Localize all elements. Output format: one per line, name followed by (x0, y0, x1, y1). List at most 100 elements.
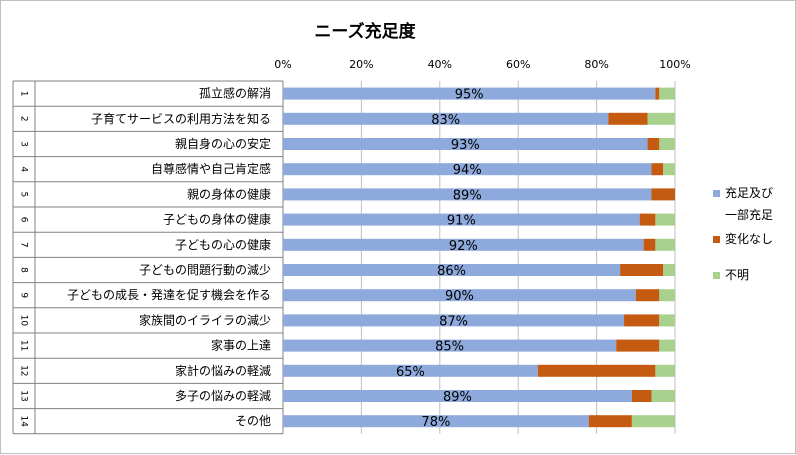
category-label: 家族間のイライラの減少 (139, 312, 271, 327)
bar-segment-series-1 (283, 339, 617, 352)
x-tick-label: 40% (428, 58, 452, 71)
bar-segment-series-2 (635, 289, 660, 302)
data-label: 92% (449, 239, 478, 254)
bar-segment-series-1 (283, 264, 621, 276)
legend-entry: 充足及び (725, 185, 773, 200)
bar-segment-series-3 (659, 289, 675, 302)
row-number: 6 (19, 217, 29, 223)
data-label: 86% (437, 264, 466, 279)
bar-segment-series-2 (643, 238, 656, 251)
category-label: 多子の悩みの軽減 (175, 388, 271, 403)
bar-segment-series-3 (651, 390, 675, 402)
bars-layer (283, 87, 675, 428)
row-number: 5 (19, 192, 29, 198)
bar-segment-series-2 (537, 364, 656, 377)
row-number: 3 (19, 141, 29, 147)
bar-segment-series-1 (283, 390, 632, 402)
row-number: 12 (19, 365, 29, 376)
bar-segment-series-2 (631, 390, 652, 402)
bar-segment-series-3 (663, 264, 675, 276)
data-label: 95% (455, 88, 484, 103)
bar-segment-series-2 (620, 264, 664, 276)
x-axis-ticks: 0% 20% 40% 60% 80% 100% (274, 58, 690, 71)
data-label: 89% (453, 188, 482, 203)
row-number: 1 (19, 91, 29, 97)
category-label: 子どもの問題行動の減少 (139, 262, 271, 277)
x-tick-label: 60% (506, 58, 530, 71)
data-label: 91% (447, 214, 476, 229)
bar-segment-series-1 (283, 188, 652, 201)
category-label: 家計の悩みの軽減 (175, 363, 271, 378)
legend-swatch (713, 190, 720, 197)
data-label: 89% (443, 390, 472, 405)
bar-segment-series-3 (659, 339, 675, 352)
bar-segment-series-2 (651, 188, 675, 201)
data-label: 87% (439, 314, 468, 329)
data-label: 65% (396, 365, 425, 380)
data-label: 94% (453, 163, 482, 178)
bar-segment-series-2 (608, 112, 648, 125)
row-number: 7 (19, 242, 29, 248)
bar-segment-series-2 (651, 163, 664, 176)
bar-segment-series-1 (283, 138, 648, 150)
bar-segment-series-2 (655, 87, 660, 100)
category-label: 親自身の心の安定 (175, 136, 271, 151)
bar-segment-series-1 (283, 112, 609, 125)
data-label: 85% (435, 340, 464, 355)
row-number: 13 (19, 390, 29, 401)
bar-segment-series-3 (647, 112, 675, 125)
legend-swatch (713, 272, 720, 279)
category-label: 子育てサービスの利用方法を知る (91, 111, 271, 126)
legend-entry: 一部充足 (725, 207, 773, 222)
category-label: 子どもの成長・発達を促す機会を作る (67, 287, 271, 302)
category-label: 孤立感の解消 (199, 86, 271, 101)
data-labels-layer: 95% 83% 93% 94% 89% 91% 92% 86% 90% 87% 85% 65% 89% 7… (396, 88, 484, 431)
category-label: その他 (235, 414, 271, 428)
bar-segment-series-2 (588, 415, 632, 428)
bar-segment-series-3 (655, 213, 675, 226)
row-number: 8 (19, 267, 29, 273)
category-table: 1 孤立感の解消 2 子育てサービスの利用方法を知る 3 親自身の心の安定 4 自尊感情や自己… (12, 80, 284, 435)
category-label: 自尊感情や自己肯定感 (151, 161, 271, 176)
bar-segment-series-1 (283, 163, 652, 176)
category-label: 家事の上達 (211, 338, 271, 353)
bar-segment-series-1 (283, 415, 589, 428)
bar-segment-series-1 (283, 314, 625, 327)
row-number: 14 (19, 415, 29, 427)
legend-swatch (713, 236, 720, 243)
category-label: 親の身体の健康 (187, 186, 271, 201)
row-number: 4 (19, 166, 29, 172)
data-label: 93% (451, 138, 480, 153)
chart-title: ニーズ充足度 (314, 21, 416, 42)
x-tick-label: 80% (584, 58, 608, 71)
bar-segment-series-3 (659, 138, 675, 150)
category-label: 子どもの身体の健康 (163, 212, 271, 227)
bar-segment-series-2 (647, 138, 660, 150)
bar-segment-series-3 (655, 364, 675, 377)
bar-segment-series-3 (655, 238, 675, 251)
row-number: 2 (19, 116, 29, 122)
bar-segment-series-3 (659, 314, 675, 327)
bar-segment-series-1 (283, 289, 636, 302)
bar-segment-series-3 (631, 415, 675, 428)
bar-segment-series-2 (639, 213, 656, 226)
data-label: 78% (421, 415, 450, 430)
legend-entry: 不明 (725, 268, 749, 282)
row-number: 11 (19, 340, 29, 351)
bar-segment-series-1 (283, 238, 644, 251)
x-tick-label: 20% (349, 58, 373, 71)
row-number: 9 (19, 292, 29, 298)
bar-segment-series-1 (283, 364, 538, 377)
bar-segment-series-2 (624, 314, 660, 327)
data-label: 83% (431, 113, 460, 128)
x-tick-label: 100% (659, 58, 690, 71)
bar-segment-series-3 (663, 163, 675, 176)
bar-segment-series-3 (659, 87, 675, 100)
grid-layer (282, 81, 676, 434)
bar-segment-series-1 (283, 213, 640, 226)
row-number: 10 (19, 315, 29, 327)
data-label: 90% (445, 289, 474, 304)
